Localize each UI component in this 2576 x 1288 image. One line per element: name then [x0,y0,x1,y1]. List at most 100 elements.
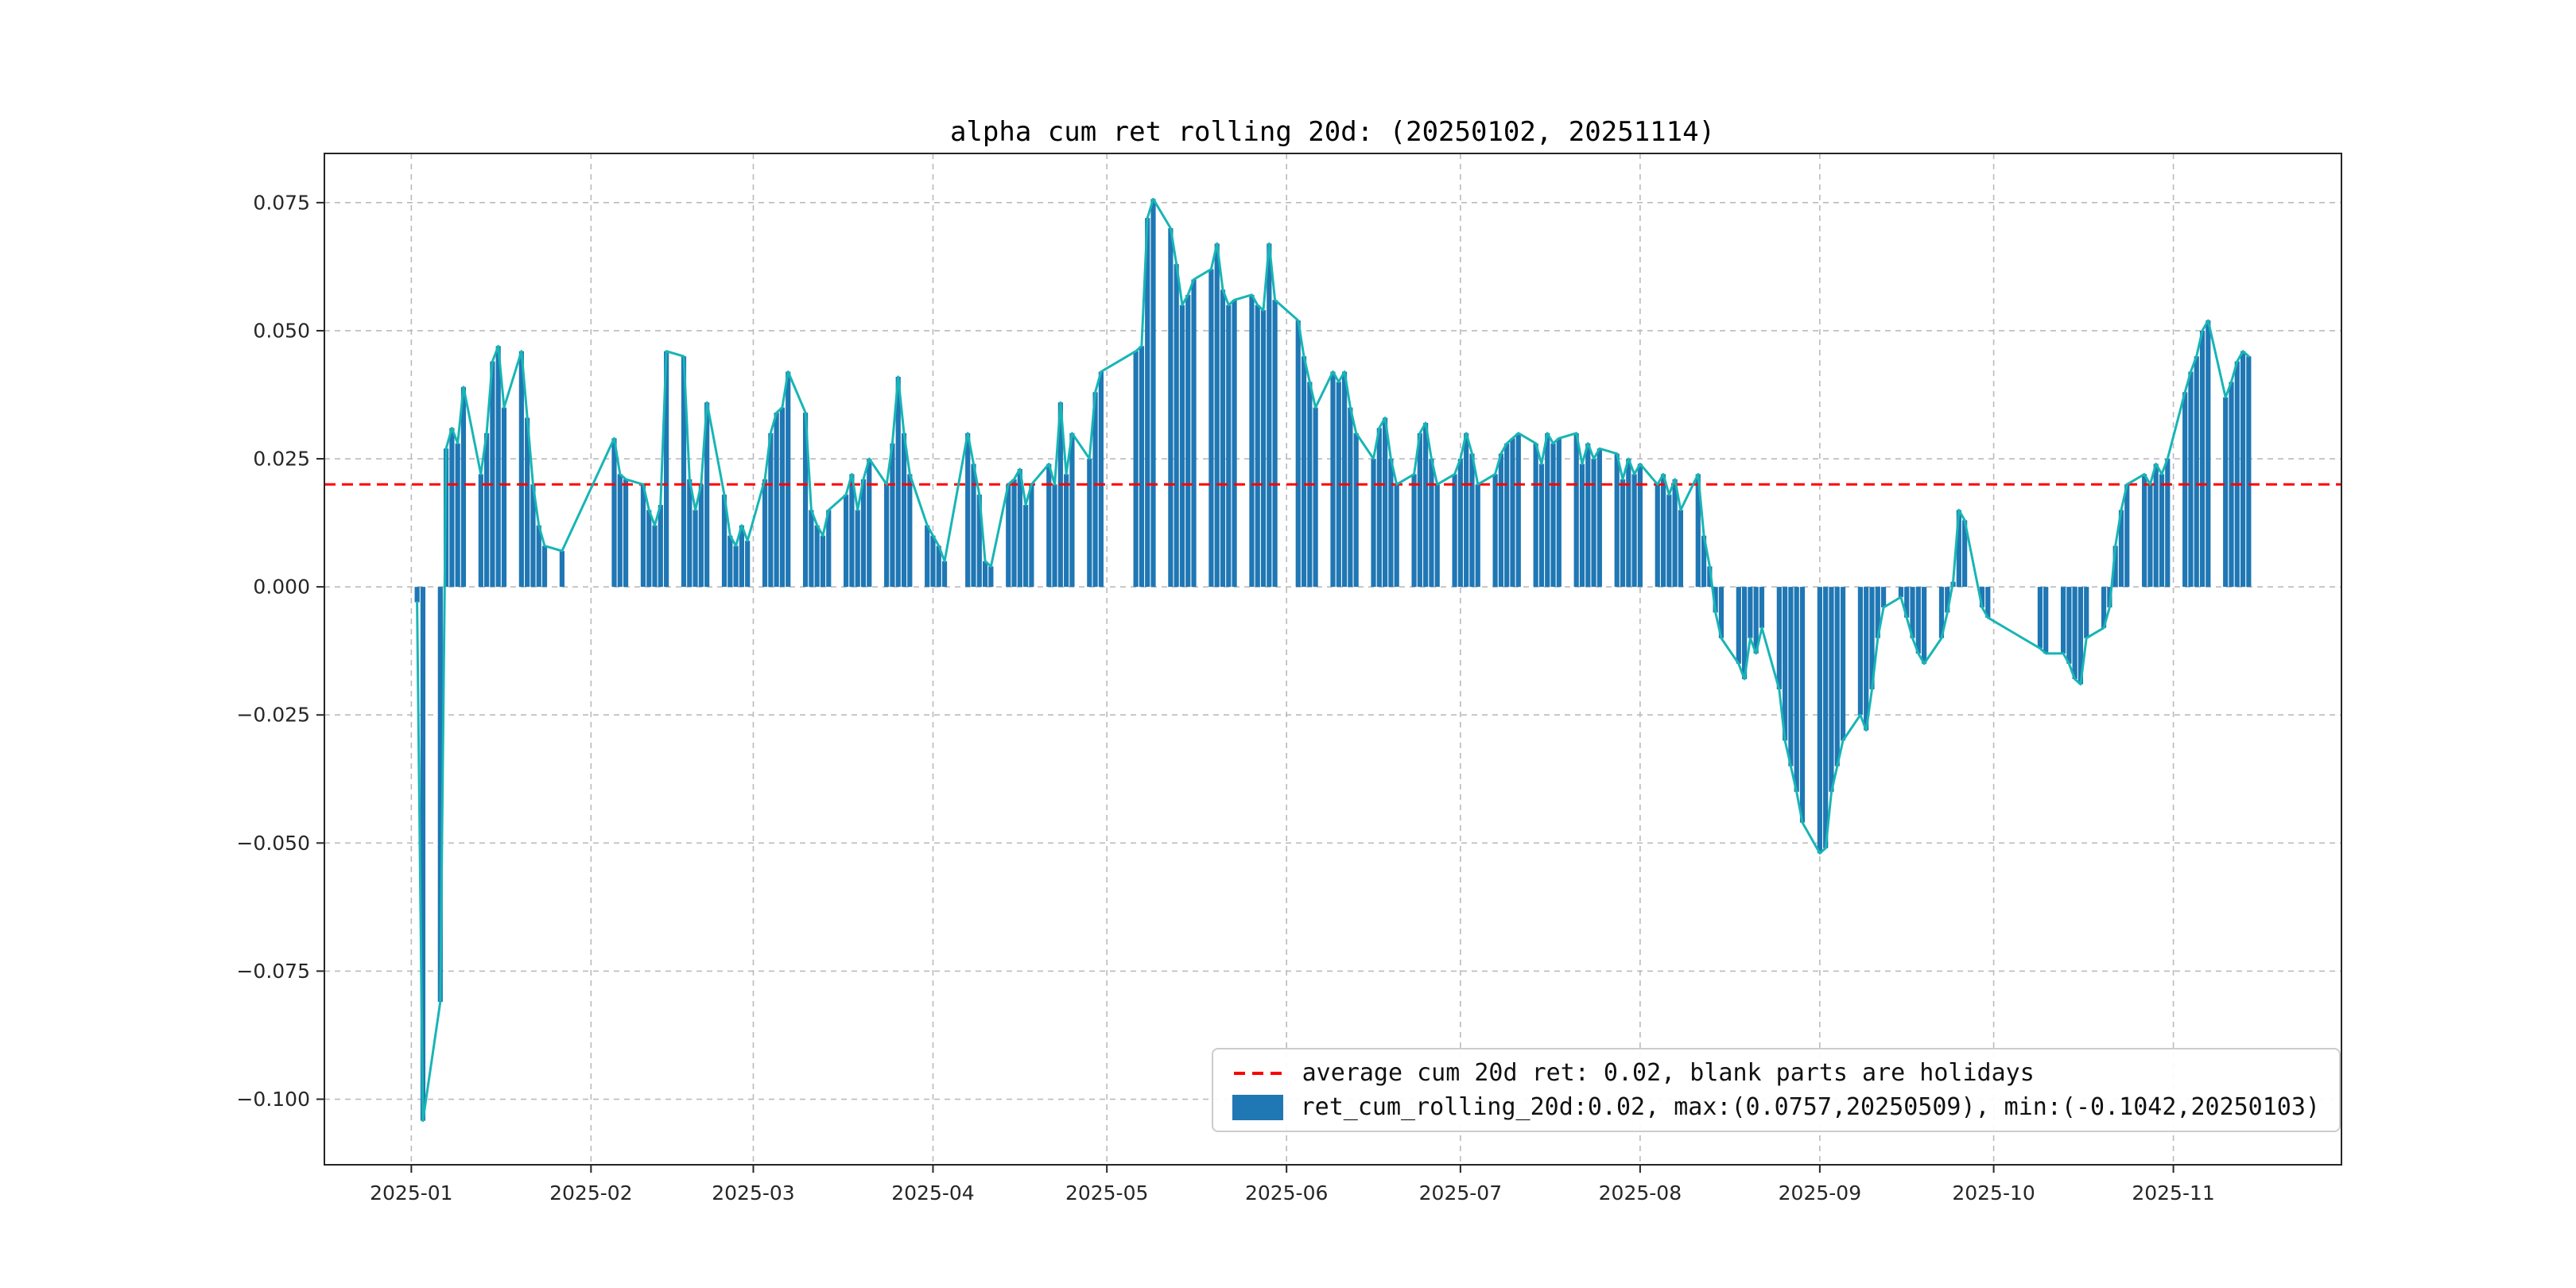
chart-legend: average cum 20d ret: 0.02, blank parts a… [1211,1048,2341,1132]
bar [2223,397,2229,588]
bar [802,413,809,588]
bar [455,443,460,588]
bar [907,474,913,588]
y-tick-label: 0.075 [253,191,310,214]
bar [1979,587,1985,607]
y-tick-label: −0.050 [236,832,310,855]
bar [941,561,948,588]
bar [1457,459,1463,588]
bar [1938,587,1945,638]
bar [809,510,814,588]
bar [698,484,704,588]
bar [658,505,663,588]
bar [1313,407,1318,588]
bar [762,479,768,588]
bar [2188,371,2194,588]
bar [1631,474,1637,588]
bar [1915,587,1921,654]
bar [1585,443,1591,588]
bar [1498,453,1504,588]
bar [1260,310,1267,588]
bar [1452,474,1457,588]
y-tick-label: 0.025 [253,448,310,471]
bar [1713,587,1718,613]
bar [1330,371,1336,588]
bar [786,371,791,588]
bar [1538,464,1545,588]
bar [849,474,855,588]
y-tick-label: −0.025 [236,704,310,727]
bar [1475,484,1480,588]
bar [692,510,698,588]
bar [1220,289,1226,588]
bar [687,479,692,588]
bar [1817,587,1822,854]
bar [1023,505,1029,588]
bar [2077,587,2084,685]
y-tick-label: −0.100 [236,1088,310,1111]
bar [814,525,820,588]
bar [1510,438,1515,588]
bar [460,386,467,588]
bar [925,525,930,588]
bar [1341,371,1348,588]
bar [1707,566,1713,588]
bar [820,535,826,588]
bar [1799,587,1806,823]
bar [1753,587,1759,654]
y-tick-label: −0.075 [236,960,310,983]
y-tick-label: 0.050 [253,319,310,342]
bar [2234,361,2240,588]
bar [1545,433,1550,588]
bar [1695,474,1701,588]
bar [2112,545,2118,588]
bar [1098,371,1104,588]
bar [1394,484,1399,588]
bar [1678,510,1684,588]
bar [1017,468,1022,588]
bar [617,474,623,588]
dashed-line-icon [1233,1071,1283,1075]
bar [1376,428,1382,588]
bar [867,459,872,588]
bar [895,376,901,588]
bar [704,402,710,588]
bar [1869,587,1875,690]
bar [1880,587,1887,607]
bar [884,484,890,588]
bar [1956,510,1961,588]
bar [1783,587,1788,741]
bar [2101,587,2107,628]
bar [768,433,774,588]
bar [1985,587,1991,618]
bar [1904,587,1910,618]
bar [2206,320,2211,588]
bar [1515,433,1521,588]
bar [1759,587,1765,628]
bar [1301,356,1307,588]
bar [501,407,507,588]
bar [1504,443,1510,588]
bar [1922,587,1927,664]
bar [2165,459,2171,588]
bar [2066,587,2072,664]
x-tick-label: 2025-07 [1419,1181,1502,1205]
bar [1620,479,1626,588]
bar [559,551,564,588]
bar [1666,495,1672,588]
bar [1057,402,1063,588]
bar [721,495,727,588]
bar [490,361,495,588]
bar [844,495,849,588]
bar [1388,459,1394,588]
bar [1626,459,1631,588]
bar [2182,392,2188,588]
bar [988,566,994,588]
bar [2240,351,2246,588]
bar [1550,443,1556,588]
bar [2246,356,2252,588]
bar [1255,305,1260,588]
bar [437,587,443,1003]
